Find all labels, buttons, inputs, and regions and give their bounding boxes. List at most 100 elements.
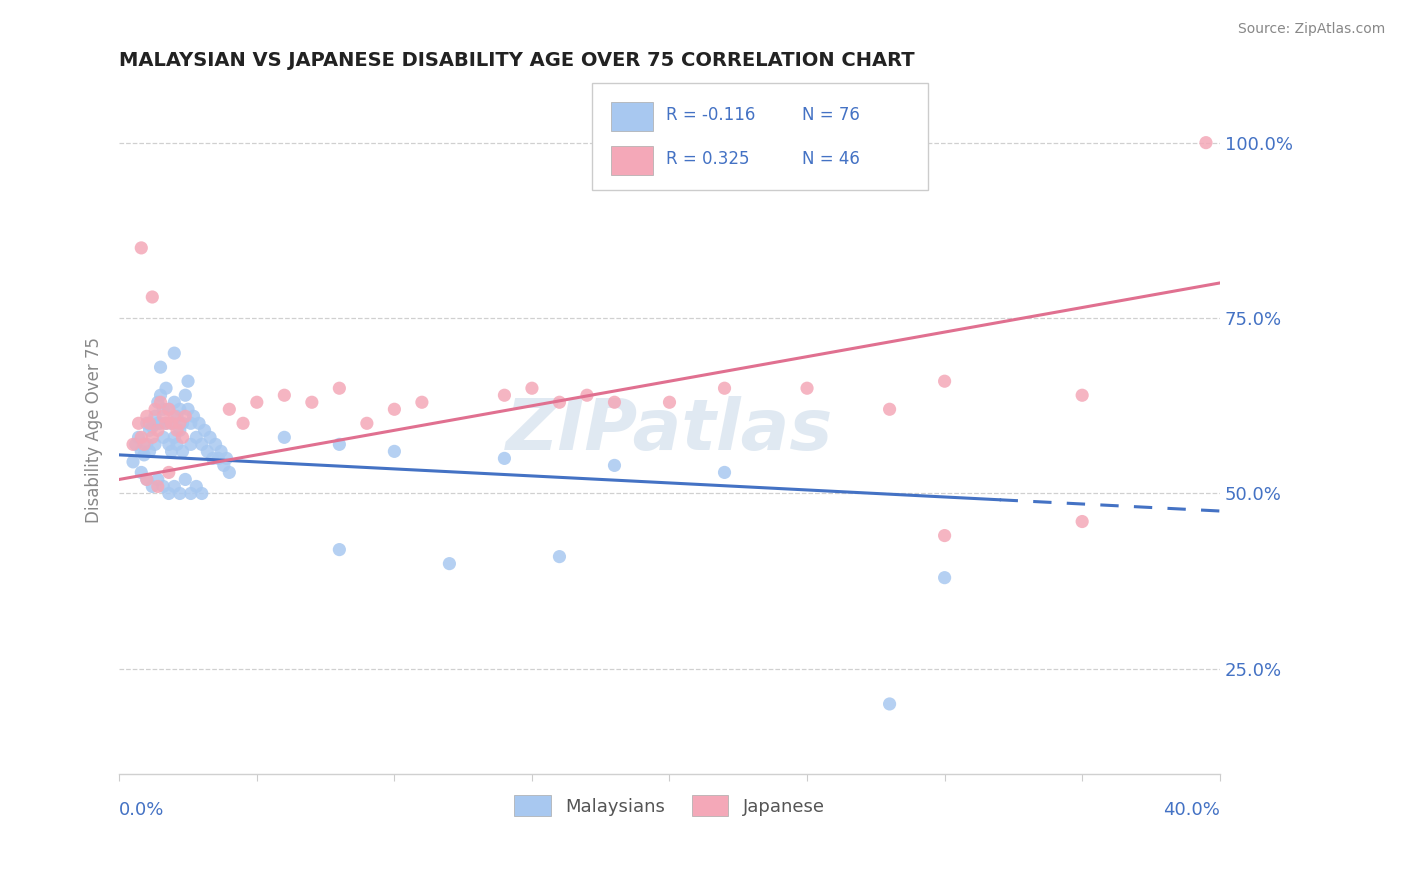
Bar xyxy=(612,103,652,131)
Point xyxy=(328,437,350,451)
Point xyxy=(163,409,186,424)
Point xyxy=(188,417,211,431)
Point xyxy=(1071,515,1094,529)
Point xyxy=(160,417,183,431)
Point xyxy=(166,437,188,451)
Point xyxy=(198,430,221,444)
Point xyxy=(879,697,901,711)
Point xyxy=(135,437,157,451)
Point xyxy=(174,409,197,424)
Point xyxy=(195,444,218,458)
Point xyxy=(439,557,461,571)
Text: MALAYSIAN VS JAPANESE DISABILITY AGE OVER 75 CORRELATION CHART: MALAYSIAN VS JAPANESE DISABILITY AGE OVE… xyxy=(120,51,915,70)
Point xyxy=(149,360,172,375)
Point xyxy=(183,409,205,424)
Point xyxy=(207,451,229,466)
Point xyxy=(603,458,626,473)
Point xyxy=(149,395,172,409)
Point xyxy=(149,388,172,402)
Text: Source: ZipAtlas.com: Source: ZipAtlas.com xyxy=(1237,22,1385,37)
Point xyxy=(129,430,152,444)
Point xyxy=(186,479,208,493)
Point xyxy=(191,486,214,500)
Point xyxy=(520,381,543,395)
Text: N = 76: N = 76 xyxy=(801,106,859,124)
Point xyxy=(125,437,148,451)
Point xyxy=(152,402,174,417)
Point xyxy=(879,402,901,417)
Point xyxy=(215,451,238,466)
Point xyxy=(713,381,735,395)
Point xyxy=(129,466,152,480)
Point xyxy=(174,388,197,402)
Point xyxy=(157,437,180,451)
Point xyxy=(138,423,160,437)
Point xyxy=(1071,388,1094,402)
Point xyxy=(163,479,186,493)
Point xyxy=(191,437,214,451)
Point xyxy=(146,423,169,437)
Point xyxy=(132,437,155,451)
Point xyxy=(135,409,157,424)
Point xyxy=(122,437,145,451)
Point xyxy=(232,417,254,431)
Point xyxy=(155,417,177,431)
Point xyxy=(152,479,174,493)
Point xyxy=(143,409,166,424)
Y-axis label: Disability Age Over 75: Disability Age Over 75 xyxy=(86,337,103,524)
Point xyxy=(155,381,177,395)
Point xyxy=(157,466,180,480)
Point xyxy=(146,395,169,409)
Point xyxy=(384,402,406,417)
Text: N = 46: N = 46 xyxy=(801,150,859,168)
Point xyxy=(141,430,163,444)
Point xyxy=(163,346,186,360)
Point xyxy=(603,395,626,409)
Point xyxy=(548,549,571,564)
Text: 0.0%: 0.0% xyxy=(120,801,165,820)
FancyBboxPatch shape xyxy=(592,83,928,190)
Point xyxy=(177,374,200,388)
Point xyxy=(172,430,194,444)
Point xyxy=(180,486,202,500)
Point xyxy=(146,417,169,431)
Point xyxy=(135,472,157,486)
Point xyxy=(141,479,163,493)
Text: R = 0.325: R = 0.325 xyxy=(666,150,749,168)
Point xyxy=(129,241,152,255)
Point xyxy=(328,542,350,557)
Point xyxy=(157,402,180,417)
Bar xyxy=(612,145,652,175)
Point xyxy=(174,472,197,486)
Point xyxy=(152,430,174,444)
Point xyxy=(301,395,323,409)
Point xyxy=(146,479,169,493)
Point xyxy=(411,395,433,409)
Point xyxy=(934,571,956,585)
Point xyxy=(166,409,188,424)
Point xyxy=(180,437,202,451)
Point xyxy=(132,448,155,462)
Point xyxy=(141,290,163,304)
Point xyxy=(494,451,516,466)
Point xyxy=(177,402,200,417)
Point xyxy=(135,472,157,486)
Point xyxy=(149,417,172,431)
Point xyxy=(169,423,191,437)
Point xyxy=(796,381,818,395)
Point xyxy=(246,395,269,409)
Point xyxy=(193,423,215,437)
Point xyxy=(494,388,516,402)
Point xyxy=(934,528,956,542)
Point xyxy=(218,402,240,417)
Text: 40.0%: 40.0% xyxy=(1163,801,1220,820)
Point xyxy=(128,430,150,444)
Point xyxy=(143,402,166,417)
Point xyxy=(143,437,166,451)
Point xyxy=(713,466,735,480)
Point xyxy=(180,417,202,431)
Point xyxy=(169,417,191,431)
Point xyxy=(157,402,180,417)
Point xyxy=(658,395,681,409)
Text: ZIPatlas: ZIPatlas xyxy=(506,396,834,465)
